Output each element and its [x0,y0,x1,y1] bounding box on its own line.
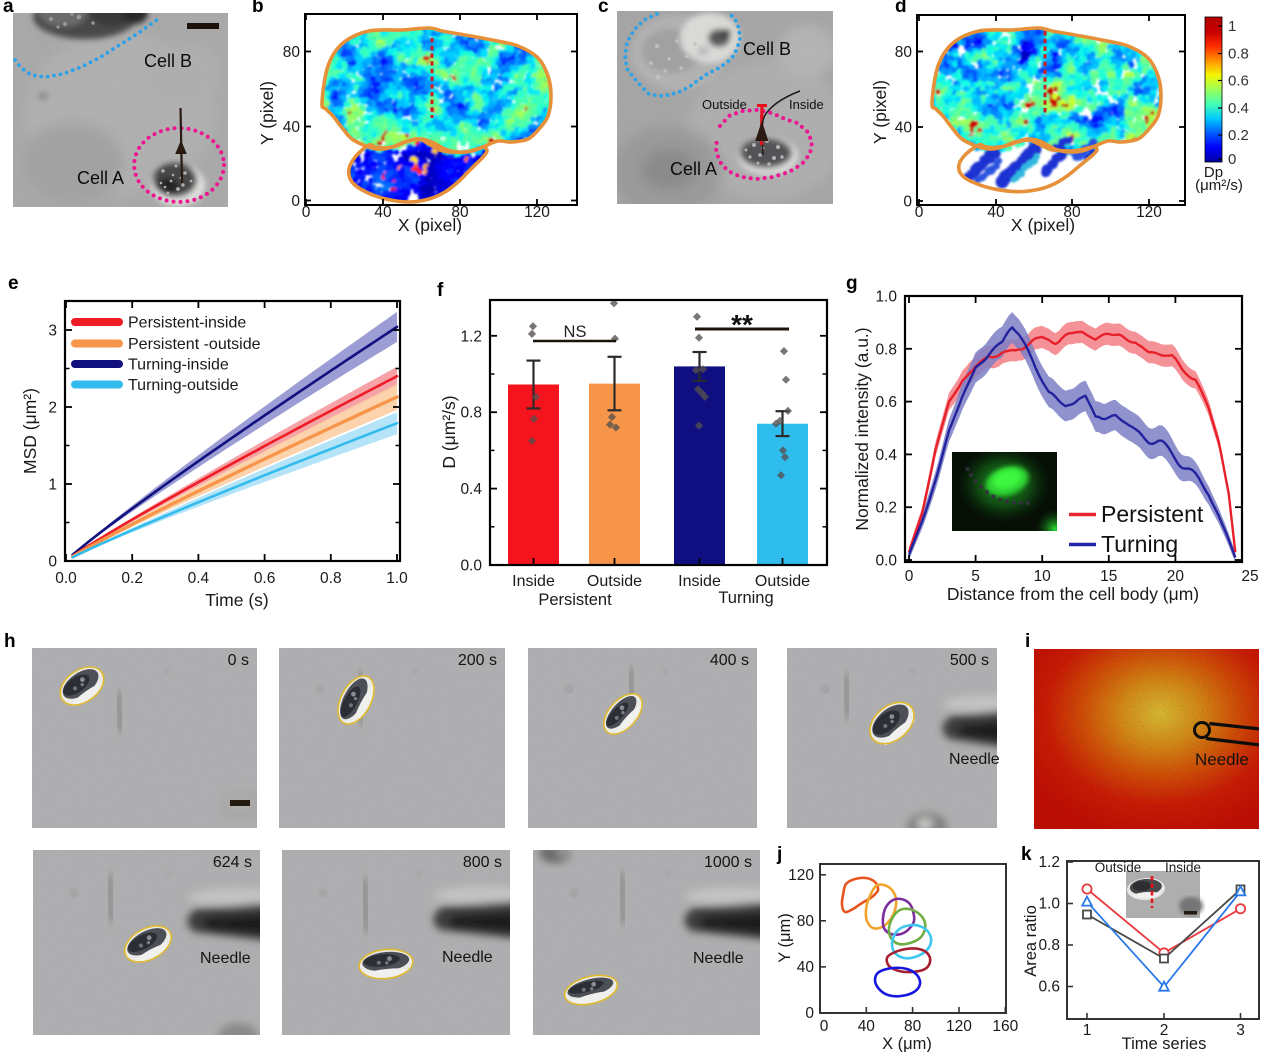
svg-text:Y (μm): Y (μm) [776,913,794,963]
svg-text:D (μm²/s): D (μm²/s) [440,395,459,468]
svg-text:Normalized intensity (a.u.): Normalized intensity (a.u.) [852,327,872,530]
svg-text:Inside: Inside [678,573,721,590]
svg-text:X (pixel): X (pixel) [398,215,462,235]
svg-text:Y (pixel): Y (pixel) [257,81,277,145]
svg-text:1.2: 1.2 [460,328,482,345]
svg-text:0.4: 0.4 [1228,100,1249,117]
svg-text:MSD (μm²): MSD (μm²) [20,388,40,474]
svg-text:Outside: Outside [755,573,810,590]
svg-text:0: 0 [820,1018,829,1035]
svg-text:Time series: Time series [1122,1035,1207,1052]
svg-text:0.6: 0.6 [1038,979,1060,996]
svg-text:Distance from the cell body (μ: Distance from the cell body (μm) [947,584,1199,604]
svg-text:40: 40 [797,959,815,976]
svg-text:Area ratio: Area ratio [1022,905,1040,977]
svg-text:120: 120 [524,204,550,221]
svg-text:0: 0 [48,554,57,571]
svg-text:Inside: Inside [512,573,555,590]
svg-text:1.0: 1.0 [386,570,408,587]
svg-text:2: 2 [1160,1022,1169,1039]
svg-text:40: 40 [374,204,392,221]
svg-text:0.2: 0.2 [1228,127,1249,144]
svg-text:Outside: Outside [587,573,642,590]
svg-text:120: 120 [946,1018,972,1035]
svg-text:Inside: Inside [1165,860,1201,875]
svg-text:0: 0 [905,568,914,585]
svg-text:80: 80 [797,913,815,930]
svg-text:Persistent: Persistent [1101,501,1204,527]
svg-text:40: 40 [987,204,1005,221]
svg-text:Persistent-inside: Persistent-inside [128,315,246,332]
svg-text:0.4: 0.4 [875,447,897,464]
svg-text:Persistent -outside: Persistent -outside [128,336,261,353]
svg-text:1.0: 1.0 [1038,896,1060,913]
svg-text:5: 5 [971,568,980,585]
svg-text:0.8: 0.8 [460,405,482,422]
svg-text:0.8: 0.8 [1228,46,1249,63]
svg-text:X (μm): X (μm) [882,1035,932,1052]
svg-text:120: 120 [788,867,814,884]
svg-text:Turning-inside: Turning-inside [128,357,229,374]
svg-text:Persistent: Persistent [538,591,612,609]
svg-text:1.2: 1.2 [1038,854,1060,871]
svg-text:80: 80 [904,1018,922,1035]
svg-text:0: 0 [1228,151,1236,168]
svg-text:40: 40 [895,120,913,137]
svg-text:0.8: 0.8 [1038,937,1060,954]
svg-text:0: 0 [903,194,912,211]
svg-text:0: 0 [805,1005,814,1022]
svg-text:1.0: 1.0 [875,289,897,306]
svg-text:80: 80 [1063,204,1081,221]
svg-text:X (pixel): X (pixel) [1011,215,1075,235]
svg-text:0.6: 0.6 [1228,73,1249,90]
svg-text:Y (pixel): Y (pixel) [870,80,890,144]
svg-text:0.2: 0.2 [875,500,897,517]
svg-text:0.4: 0.4 [460,481,482,498]
svg-text:2: 2 [48,400,57,417]
svg-text:1: 1 [48,477,57,494]
svg-text:0.6: 0.6 [254,570,276,587]
svg-text:Dp: Dp [1204,164,1223,181]
svg-text:0.0: 0.0 [875,553,897,570]
svg-text:0.0: 0.0 [55,570,77,587]
svg-text:1: 1 [1083,1022,1092,1039]
svg-text:**: ** [731,309,753,340]
svg-text:0.8: 0.8 [320,570,342,587]
svg-text:Outside: Outside [1095,860,1142,875]
svg-text:80: 80 [283,44,301,61]
svg-text:0.2: 0.2 [121,570,143,587]
svg-text:Time (s): Time (s) [205,590,269,610]
svg-text:40: 40 [858,1018,876,1035]
svg-text:NS: NS [564,323,587,341]
svg-text:(μm²/s): (μm²/s) [1195,177,1243,194]
svg-text:Turning: Turning [718,589,773,607]
svg-text:15: 15 [1100,568,1117,585]
svg-text:0.0: 0.0 [460,558,482,575]
svg-text:0.6: 0.6 [875,394,897,411]
svg-text:3: 3 [48,323,57,340]
svg-text:0.4: 0.4 [188,570,210,587]
svg-text:120: 120 [1136,204,1162,221]
svg-text:20: 20 [1167,568,1185,585]
svg-text:40: 40 [283,119,301,136]
svg-text:80: 80 [451,204,469,221]
svg-text:25: 25 [1241,568,1258,585]
svg-text:80: 80 [895,44,913,61]
svg-text:0.8: 0.8 [875,341,897,358]
svg-text:Turning: Turning [1101,531,1178,557]
svg-text:0: 0 [291,193,300,210]
svg-text:10: 10 [1034,568,1052,585]
svg-text:0: 0 [915,204,924,221]
svg-text:3: 3 [1236,1022,1245,1039]
svg-text:1: 1 [1228,18,1236,35]
svg-text:160: 160 [992,1018,1018,1035]
svg-text:Turning-outside: Turning-outside [128,377,239,394]
svg-text:0: 0 [302,204,311,221]
